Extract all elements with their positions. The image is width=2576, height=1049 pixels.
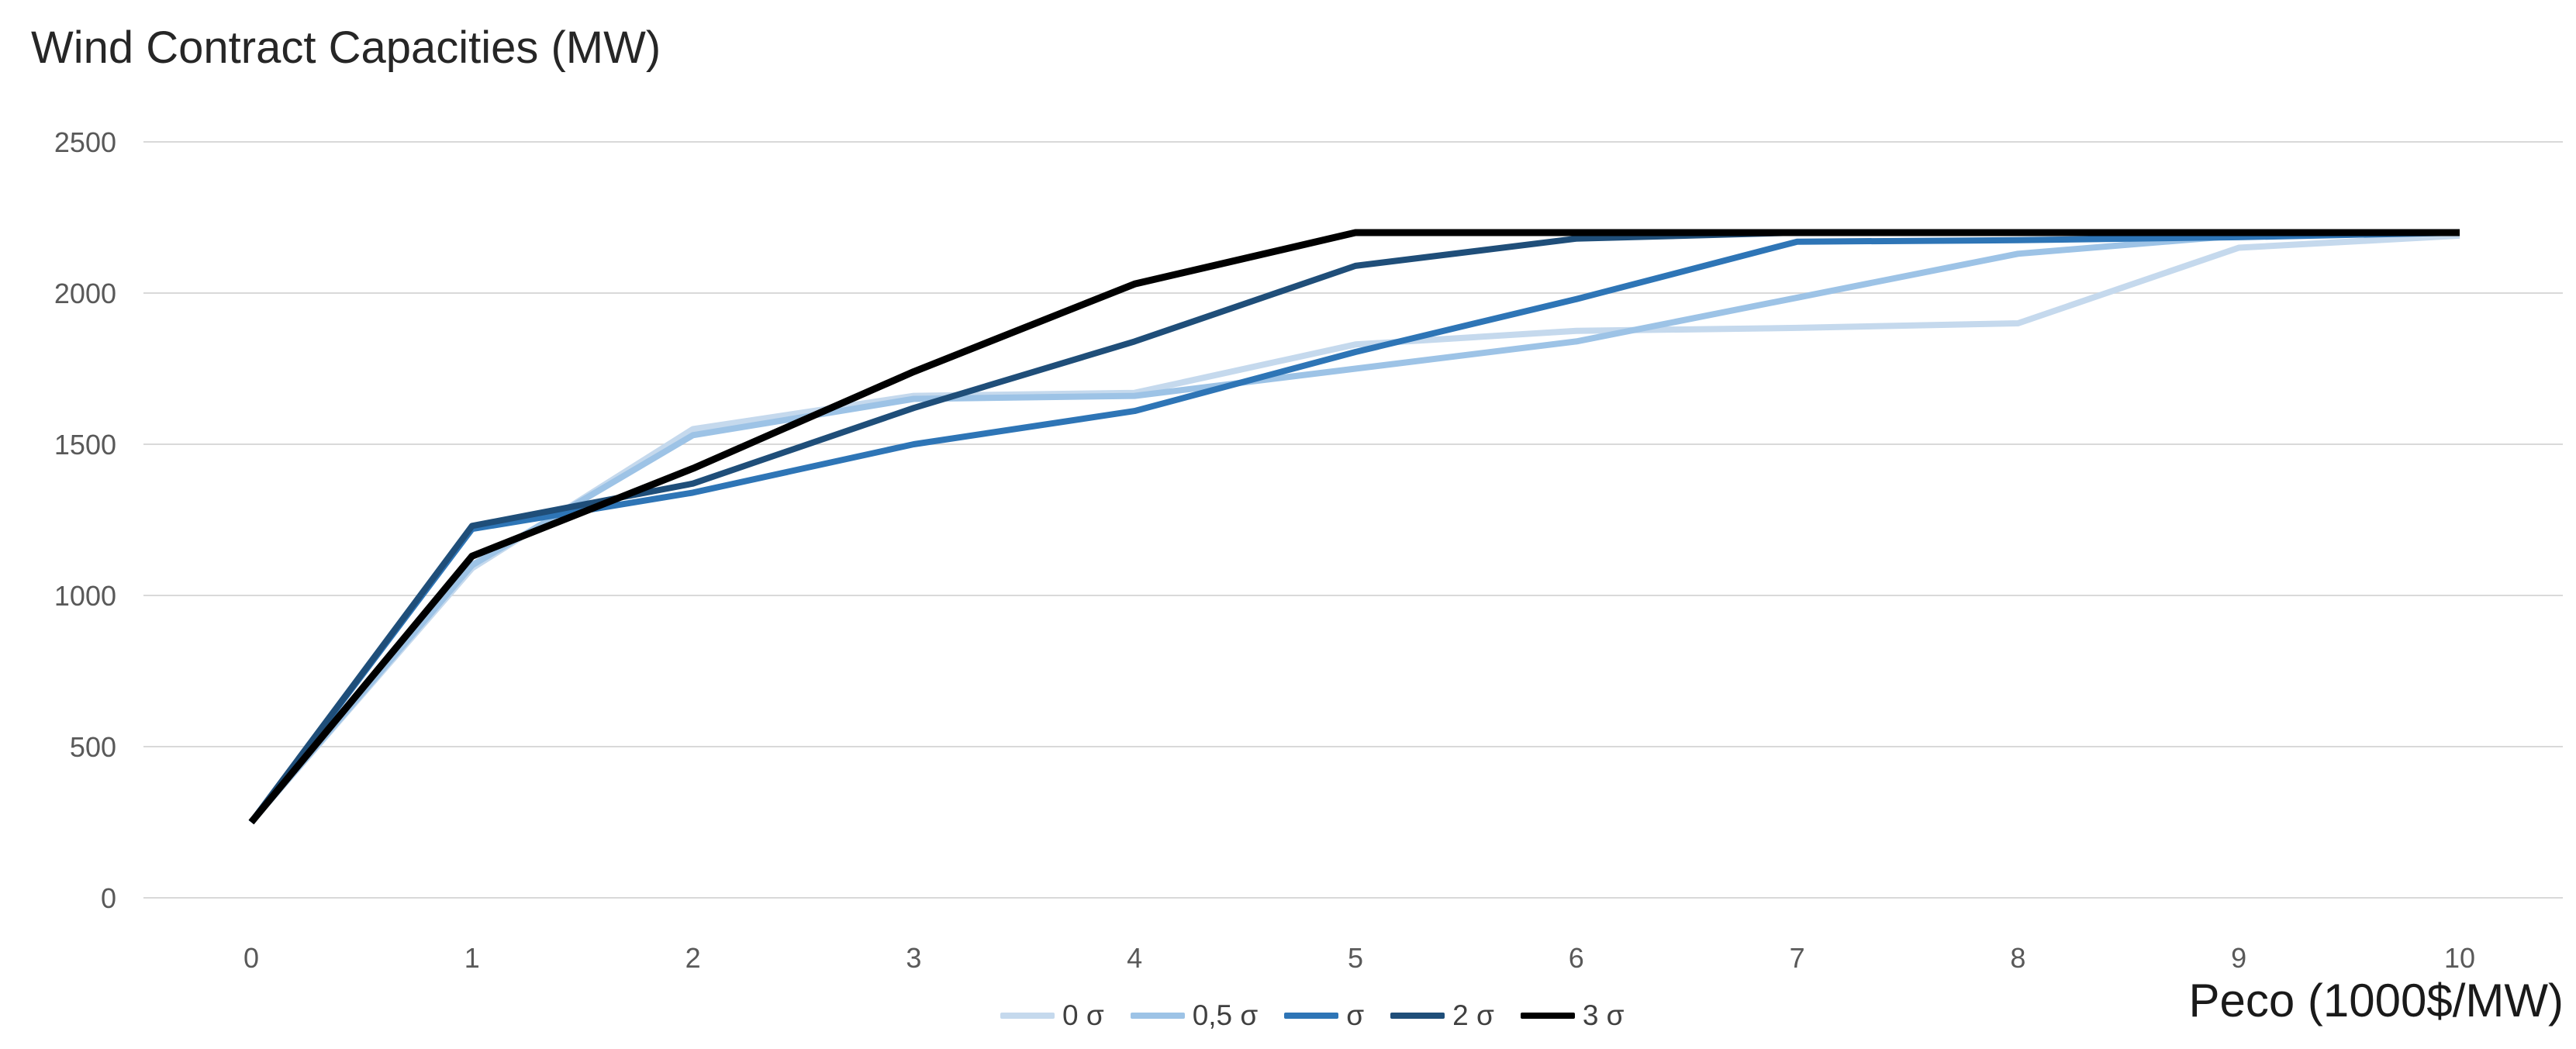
chart-title: Wind Contract Capacities (MW): [31, 22, 661, 73]
y-tick-label: 2500: [54, 126, 116, 158]
x-tick-label: 1: [464, 942, 480, 974]
x-tick-label: 10: [2444, 942, 2475, 974]
legend-label: σ: [1346, 999, 1365, 1031]
legend-swatch: [1520, 1013, 1575, 1019]
y-tick-label: 0: [101, 882, 116, 914]
x-tick-label: 6: [1569, 942, 1584, 974]
x-axis-title: Peco (1000$/MW): [2188, 975, 2564, 1027]
legend-swatch: [1284, 1013, 1339, 1019]
legend-swatch: [1130, 1013, 1185, 1019]
y-tick-label: 2000: [54, 278, 116, 309]
legend-label: 0 σ: [1062, 999, 1104, 1031]
legend-item: 3 σ: [1520, 999, 1625, 1032]
legend-label: 0,5 σ: [1192, 999, 1259, 1031]
x-tick-label: 9: [2231, 942, 2246, 974]
chart-legend: 0 σ 0,5 σ σ 2 σ 3 σ: [1000, 996, 1625, 1036]
x-tick-label: 8: [2010, 942, 2025, 974]
legend-label: 3 σ: [1582, 999, 1625, 1031]
x-tick-label: 5: [1348, 942, 1363, 974]
y-tick-label: 500: [70, 731, 116, 763]
series-line-3-σ: [248, 229, 2460, 825]
legend-swatch: [1390, 1013, 1445, 1019]
legend-swatch: [1000, 1013, 1055, 1019]
y-tick-label: 1000: [54, 580, 116, 612]
legend-item: 2 σ: [1390, 999, 1494, 1032]
y-tick-label: 1500: [54, 429, 116, 461]
x-tick-label: 0: [243, 942, 259, 974]
series-line-σ: [248, 229, 2460, 824]
x-tick-label: 3: [906, 942, 921, 974]
x-tick-label: 7: [1790, 942, 1805, 974]
x-tick-label: 2: [685, 942, 701, 974]
series-line-0-5-σ: [248, 229, 2460, 825]
legend-label: 2 σ: [1452, 999, 1494, 1031]
legend-item: σ: [1284, 999, 1364, 1032]
series-line-2-σ: [248, 229, 2460, 824]
legend-item: 0 σ: [1000, 999, 1104, 1032]
legend-item: 0,5 σ: [1130, 999, 1259, 1032]
x-tick-label: 4: [1127, 942, 1142, 974]
series-line-0-σ: [248, 232, 2460, 825]
